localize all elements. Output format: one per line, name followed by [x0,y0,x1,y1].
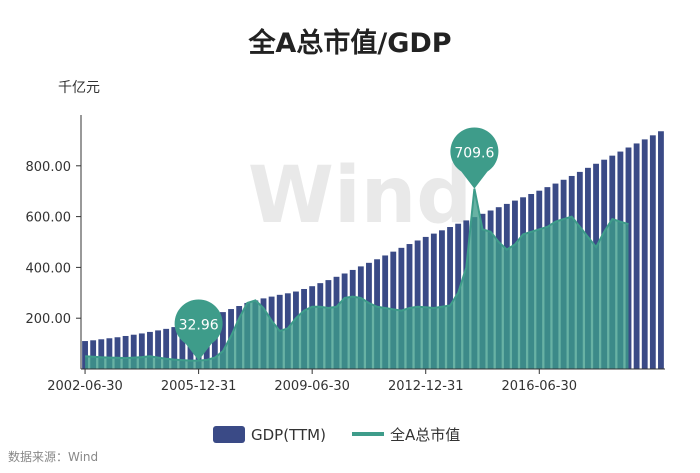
annotation-pin-shape [450,127,499,189]
gdp-bar [147,331,153,369]
gdp-bar [122,335,129,369]
gdp-bar [439,230,445,369]
annotation-pin: 32.96 [174,299,223,361]
gdp-bar [414,240,421,369]
gdp-bar [649,135,656,369]
market-cap-area-fill [85,188,629,369]
legend: GDP(TTM) 全A总市值 [213,426,460,444]
x-tick-label: 2002-06-30 [47,379,123,394]
gdp-bar [155,330,161,369]
watermark: Wind [248,151,472,241]
gdp-bar [171,327,178,369]
gdp-bar [98,339,105,369]
x-axis-ticks: 2002-06-30 2005-12-31 2009-06-30 2012-12-31… [47,369,577,394]
annotation-label: 709.6 [454,146,494,162]
annotation-pin-shape [174,299,223,361]
y-tick-label: 600.00 [26,211,72,226]
gdp-bar [658,131,664,369]
gdp-bar [430,233,437,369]
y-tick-label: 800.00 [26,160,72,175]
x-tick-label: 2012-12-31 [388,379,464,394]
legend-item-market-cap[interactable]: 全A总市值 [352,426,460,444]
chart-title: 全A总市值/GDP [247,27,451,59]
gdp-bar [633,143,640,369]
gdp-bar [82,341,88,369]
gdp-bar [106,338,113,369]
legend-label-gdp: GDP(TTM) [251,426,326,444]
gdp-bar [90,340,97,369]
x-tick-label: 2009-06-30 [274,379,350,394]
market-cap-area [85,188,629,369]
legend-swatch-gdp [213,426,245,443]
gdp-bar [179,325,186,369]
legend-item-gdp[interactable]: GDP(TTM) [213,426,326,444]
gdp-bar [406,244,413,369]
market-cap-line [85,188,629,362]
y-tick-label: 400.00 [26,261,72,276]
y-tick-label: 200.00 [26,312,72,327]
gdp-bar [138,333,145,369]
annotation-pins: 32.96 709.6 [174,127,499,361]
y-axis-label: 千亿元 [58,80,100,96]
gdp-bar [163,328,170,369]
gdp-bar [220,312,226,369]
gdp-bar [211,315,218,369]
gdp-bar [114,337,121,369]
gdp-bar [398,247,405,369]
x-tick-label: 2016-06-30 [501,379,577,394]
x-tick-label: 2005-12-31 [161,379,237,394]
gdp-bar [130,334,137,369]
annotation-label: 32.96 [179,318,219,334]
gdp-bar [641,139,648,369]
gdp-bar [422,236,429,369]
gdp-bar [447,227,453,369]
legend-label-market-cap: 全A总市值 [390,426,460,444]
y-axis-ticks: 200.00 400.00 600.00 800.00 [26,160,81,327]
annotation-pin: 709.6 [450,127,499,189]
source-note: 数据来源：Wind [8,449,98,464]
